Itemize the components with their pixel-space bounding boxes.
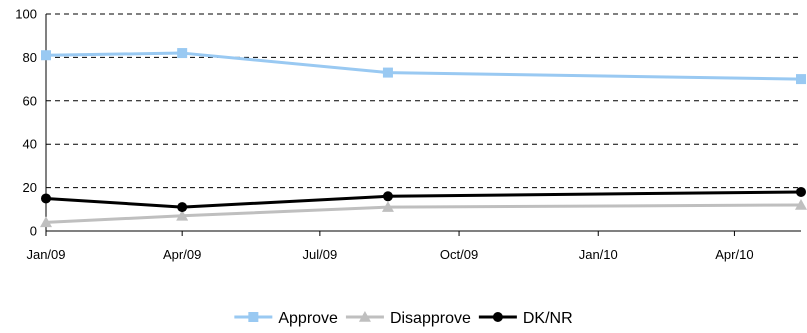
data-point-approve [177,48,188,59]
series-layer [40,48,807,228]
gridlines [46,13,801,189]
y-tick-label: 40 [23,137,37,152]
x-tick-label: Jan/10 [579,247,618,262]
series-line-approve [45,51,802,81]
series-dk-nr [41,186,806,213]
legend-label-disapprove: Disapprove [390,310,471,327]
data-point-disapprove [381,201,394,212]
x-tick-label: Apr/09 [163,247,201,262]
data-point-disapprove [176,209,189,221]
x-tick-label: Oct/09 [440,247,478,262]
y-tick-label: 20 [23,180,37,195]
axes [45,14,801,236]
legend: Approve Disapprove DK/NR [234,310,573,327]
legend-marker-disapprove [358,311,371,322]
legend-label-approve: Approve [278,310,338,327]
data-point-approve [41,50,51,61]
series-line-dk-nr [45,190,802,209]
legend-label-dk-nr: DK/NR [523,310,573,327]
x-tick-label: Apr/10 [715,247,753,262]
series-disapprove [40,198,807,228]
legend-marker-approve [248,312,259,322]
legend-item-approve: Approve [234,310,338,327]
series-approve [41,48,806,85]
y-tick-label: 0 [30,224,37,239]
x-tick-label: Jan/09 [26,247,65,262]
data-point-approve [796,74,806,85]
data-point-approve [382,67,393,78]
data-point-dk-nr [382,191,393,202]
y-tick-label: 100 [15,7,37,22]
data-point-dk-nr [41,193,51,204]
data-point-disapprove [40,216,52,228]
series-line-disapprove [45,203,802,224]
y-tick-label: 60 [23,93,37,108]
x-axis-tick-labels: Jan/09 Apr/09 Jul/09 Oct/09 Jan/10 Apr/10 [26,247,753,262]
data-point-dk-nr [177,202,188,213]
y-axis-tick-labels: 0 20 40 60 80 100 [15,7,37,239]
y-tick-label: 80 [23,50,37,65]
legend-marker-dk-nr [492,312,503,322]
data-point-disapprove [795,198,807,210]
legend-item-dk-nr: DK/NR [478,310,573,327]
x-tick-label: Jul/09 [303,247,338,262]
data-point-dk-nr [796,186,806,197]
legend-item-disapprove: Disapprove [345,310,471,327]
